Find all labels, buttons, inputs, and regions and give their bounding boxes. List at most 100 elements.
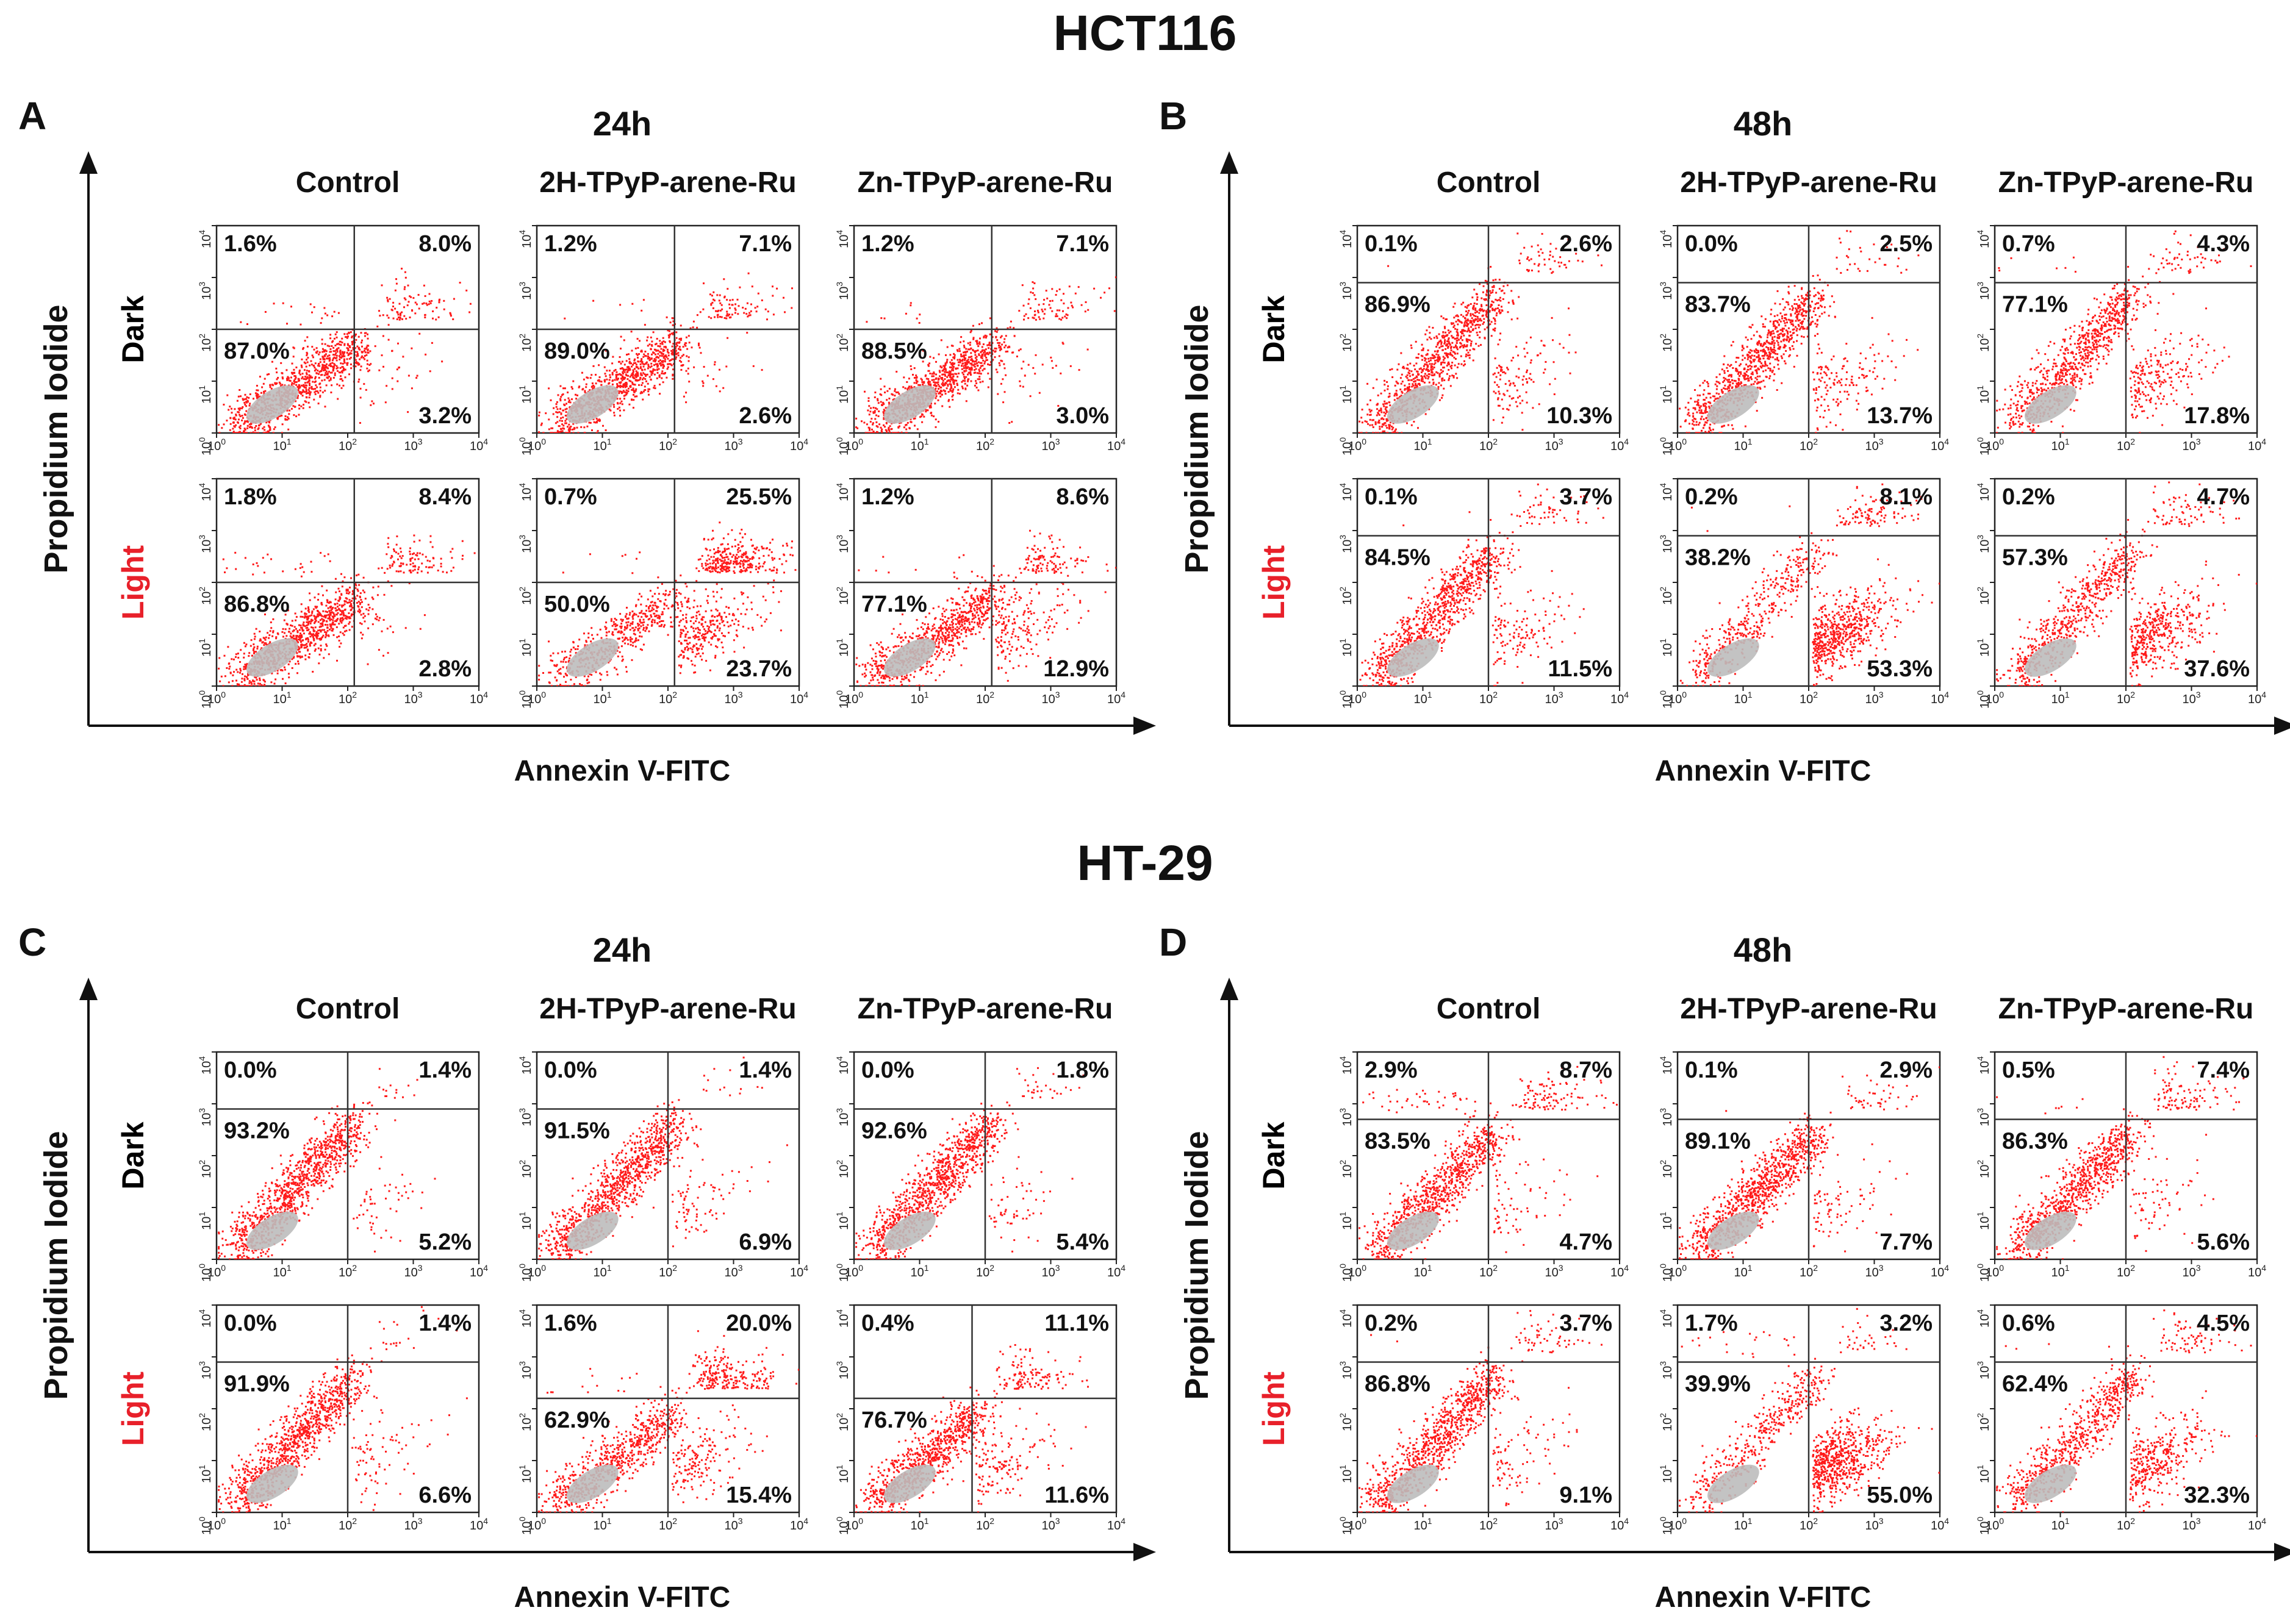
x-tick-label: 104	[2248, 1263, 2266, 1279]
x-tick-exponent: 1	[1748, 1263, 1753, 1273]
x-tick-label: 104	[790, 437, 808, 453]
x-tick-exponent: 2	[2130, 437, 2135, 446]
y-tick-exponent: 1	[1975, 639, 1985, 643]
y-tick-exponent: 1	[1658, 1465, 1668, 1470]
quadrant-lr-label: 6.9%	[739, 1229, 792, 1255]
y-axis-label: Propidium Iodide	[38, 305, 74, 574]
y-tick-label: 103	[197, 282, 214, 300]
y-axis-label: Propidium Iodide	[1179, 1131, 1215, 1400]
quadrant-ll-label: 77.1%	[861, 592, 927, 617]
x-tick-exponent: 2	[1813, 1516, 1818, 1526]
x-tick-label: 102	[339, 1263, 357, 1279]
x-tick-exponent: 4	[1944, 437, 1949, 446]
x-tick-label: 101	[1734, 1516, 1752, 1533]
plot-light-3: 0.6% 4.5%62.4%32.3%1001001011011021021031…	[1975, 1304, 2266, 1535]
x-tick-exponent: 2	[989, 1516, 994, 1526]
x-tick-label: 103	[1865, 690, 1883, 706]
y-tick-exponent: 0	[835, 437, 844, 442]
x-tick-label: 102	[1800, 1516, 1818, 1533]
density-core	[1707, 638, 1759, 677]
x-tick-label: 100	[845, 1263, 863, 1279]
density-core	[884, 1211, 936, 1250]
x-tick-exponent: 4	[483, 690, 488, 699]
y-tick-exponent: 3	[517, 1108, 527, 1113]
x-tick-exponent: 2	[1493, 437, 1498, 446]
y-tick-exponent: 4	[1338, 230, 1348, 235]
quadrant-ul-label: 0.1%	[1365, 231, 1418, 257]
y-tick-label: 103	[1338, 1108, 1354, 1126]
x-tick-label: 102	[659, 437, 677, 453]
plot-light-2: 0.7% 25.5%50.0%23.7%100100101101102102103…	[517, 478, 808, 709]
y-tick-exponent: 2	[835, 1160, 844, 1165]
x-axis-arrow	[1133, 717, 1156, 735]
x-tick-label: 102	[1479, 1516, 1498, 1533]
y-tick-label: 102	[835, 587, 851, 605]
quadrant-lr-label: 17.8%	[2184, 403, 2250, 429]
quadrant-ll-label: 86.3%	[2002, 1129, 2068, 1154]
plot-dark-2: 1.2% 7.1%89.0%2.6%10010010110110210210310…	[517, 224, 808, 456]
x-tick-exponent: 4	[1624, 690, 1629, 699]
event-dots	[218, 1306, 468, 1512]
y-tick-exponent: 2	[1338, 1160, 1348, 1165]
quadrant-ur-label: 7.1%	[739, 231, 792, 257]
quadrant-lr-label: 5.4%	[1056, 1229, 1109, 1255]
x-tick-label: 102	[976, 1516, 994, 1533]
quadrant-ll-label: 62.9%	[544, 1408, 610, 1433]
y-tick-exponent: 3	[835, 1108, 844, 1113]
x-tick-label: 100	[1668, 1516, 1687, 1533]
quadrant-lr-label: 53.3%	[1867, 656, 1933, 682]
x-tick-label: 103	[1041, 437, 1060, 453]
dot-layer	[855, 1067, 1085, 1259]
panel-C: C 24h Control 2H-TPyP-arene-Ru Zn-TPyP-arene…	[18, 920, 1156, 1614]
quadrant-ur-label: 8.6%	[1056, 484, 1109, 510]
x-tick-label: 103	[1865, 1516, 1883, 1533]
quadrant-ur-label: 8.4%	[418, 484, 472, 510]
y-tick-label: 103	[197, 535, 214, 553]
x-tick-exponent: 0	[541, 690, 546, 699]
y-tick-exponent: 1	[1338, 1212, 1348, 1217]
x-tick-exponent: 4	[1121, 1263, 1125, 1273]
plot-dark-3: 0.7% 4.3%77.1%17.8%1001001011011021021031…	[1975, 224, 2266, 456]
x-tick-exponent: 2	[672, 437, 677, 446]
quadrant-lr-label: 5.6%	[2197, 1229, 2250, 1255]
x-tick-exponent: 1	[607, 437, 612, 446]
plot-dark-3: 1.2% 7.1%88.5%3.0%10010010110110210210310…	[835, 224, 1125, 456]
event-dots	[1996, 1056, 2245, 1259]
quadrant-ur-label: 1.8%	[1056, 1057, 1109, 1083]
x-tick-exponent: 2	[989, 1263, 994, 1273]
y-tick-exponent: 4	[835, 230, 844, 235]
x-axis-label: Annexin V-FITC	[514, 1581, 731, 1614]
x-tick-exponent: 2	[1813, 690, 1818, 699]
y-tick-exponent: 4	[1658, 1056, 1668, 1061]
panel-D: D 48h Control 2H-TPyP-arene-Ru Zn-TPyP-arene…	[1159, 920, 2290, 1614]
y-tick-label: 103	[1338, 282, 1354, 300]
x-tick-exponent: 2	[2130, 1263, 2135, 1273]
x-tick-label: 102	[2117, 1516, 2135, 1533]
cell-line-title-2: HT-29	[1077, 835, 1213, 891]
y-tick-exponent: 3	[197, 535, 207, 540]
row-label-dark: Dark	[1257, 1121, 1291, 1189]
y-tick-label: 104	[835, 230, 851, 248]
time-label: 48h	[1734, 104, 1793, 143]
y-tick-label: 103	[835, 1361, 851, 1379]
y-tick-label: 103	[517, 282, 534, 300]
quadrant-lr-label: 2.8%	[418, 656, 472, 682]
x-tick-label: 104	[1610, 1263, 1629, 1279]
x-tick-exponent: 1	[1427, 690, 1432, 699]
y-tick-exponent: 4	[197, 483, 207, 488]
y-tick-exponent: 2	[197, 334, 207, 338]
y-tick-label: 101	[517, 385, 534, 404]
x-tick-label: 101	[910, 1263, 928, 1279]
quadrant-ur-label: 3.7%	[1559, 1311, 1612, 1336]
quadrant-ur-label: 1.4%	[739, 1057, 792, 1083]
y-tick-label: 102	[835, 1160, 851, 1178]
y-tick-exponent: 2	[517, 1160, 527, 1165]
y-tick-exponent: 2	[197, 587, 207, 592]
x-tick-label: 102	[659, 690, 677, 706]
x-tick-label: 102	[659, 1263, 677, 1279]
y-tick-label: 104	[1338, 1309, 1354, 1328]
x-tick-label: 101	[273, 1516, 291, 1533]
y-tick-exponent: 3	[1975, 535, 1985, 540]
x-tick-label: 104	[2248, 1516, 2266, 1533]
y-tick-label: 104	[197, 483, 214, 501]
